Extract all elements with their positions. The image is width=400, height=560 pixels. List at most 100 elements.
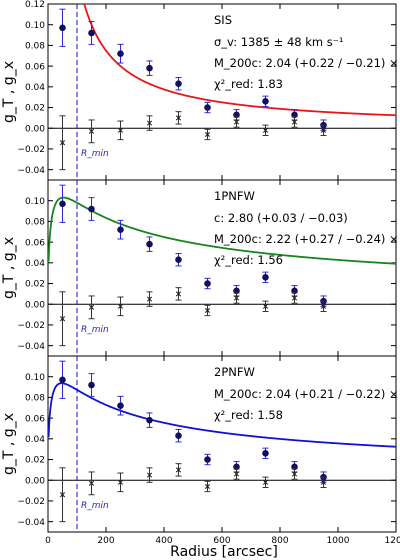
gt-point bbox=[59, 200, 66, 208]
x-tick-label: 1000 bbox=[327, 536, 350, 546]
gt-point bbox=[204, 104, 211, 111]
y-tick-label: 0.02 bbox=[25, 280, 45, 290]
gt-point bbox=[88, 205, 95, 213]
annotation-line: χ²_red: 1.58 bbox=[214, 408, 283, 422]
annotation-line: M_200c: 2.04 (+0.22 / −0.21) ×10¹⁵ h₇₀⁻¹… bbox=[214, 56, 400, 70]
gt-point bbox=[204, 280, 211, 287]
y-tick-label: −0.02 bbox=[17, 145, 45, 155]
gx-point bbox=[320, 127, 327, 133]
gt-point bbox=[204, 456, 211, 463]
y-tick-label: −0.02 bbox=[17, 497, 45, 507]
model-curve bbox=[83, 4, 396, 117]
rmin-label: R_min bbox=[81, 149, 109, 159]
y-axis-label: g_T , g_x bbox=[1, 61, 17, 123]
gx-point bbox=[88, 304, 95, 310]
gx-point bbox=[233, 119, 240, 125]
panels: −0.04 −0.02 0.00 0.02 0.04 0.06 0.08 0.10 0.12 R_… bbox=[1, 0, 400, 546]
panel-1pnfw: −0.04 −0.02 0.00 0.02 0.04 0.06 0.08 0.10 R_min 1… bbox=[1, 179, 400, 357]
annotation-line: χ²_red: 1.56 bbox=[214, 253, 283, 267]
gx-point bbox=[59, 492, 66, 498]
gx-point bbox=[175, 467, 182, 473]
gt-point bbox=[146, 416, 153, 424]
y-tick-label: −0.04 bbox=[17, 518, 45, 528]
y-tick-label: 0.10 bbox=[25, 373, 45, 383]
x-tick-label: 400 bbox=[155, 536, 172, 546]
gx-point bbox=[233, 471, 240, 477]
annotation-line: σ_v: 1385 ± 48 km s⁻¹ bbox=[214, 35, 343, 49]
gx-point bbox=[117, 303, 124, 309]
gt-point bbox=[146, 240, 153, 248]
panel-label: 2PNFW bbox=[214, 365, 255, 379]
gx-point bbox=[175, 115, 182, 121]
gt-point bbox=[117, 50, 124, 57]
y-tick-label: 0.02 bbox=[25, 456, 45, 466]
model-curve bbox=[48, 382, 396, 448]
gt-point bbox=[262, 450, 269, 457]
annotation-line: c: 2.80 (+0.03 / −0.03) bbox=[214, 211, 348, 225]
gt-point bbox=[117, 402, 124, 409]
x-axis-label: Radius [arcsec] bbox=[170, 544, 278, 560]
y-tick-label: 0.08 bbox=[25, 218, 45, 228]
y-tick-label: 0.00 bbox=[25, 476, 45, 486]
annotation-line: M_200c: 2.04 (+0.21 / −0.22) ×10¹⁵ h₇₀⁻¹… bbox=[214, 387, 400, 401]
rmin-label: R_min bbox=[81, 325, 109, 335]
gt-point bbox=[59, 24, 66, 32]
x-tick-label: 0 bbox=[45, 536, 51, 546]
gx-point bbox=[204, 307, 211, 314]
annotation-line: M_200c: 2.22 (+0.27 / −0.24) ×10¹⁵ h₇₀⁻¹… bbox=[214, 232, 400, 246]
y-tick-label: 0.06 bbox=[25, 238, 45, 248]
panel-2pnfw: −0.04 −0.02 0.00 0.02 0.04 0.06 0.08 0.10 0 200 40… bbox=[1, 355, 400, 546]
gx-point bbox=[146, 120, 153, 126]
y-tick-label: 0.04 bbox=[25, 83, 45, 93]
gt-point bbox=[146, 64, 153, 72]
panel-sis: −0.04 −0.02 0.00 0.02 0.04 0.06 0.08 0.10 0.12 R_… bbox=[1, 0, 400, 181]
rmin-label: R_min bbox=[81, 501, 109, 511]
y-tick-label: −0.02 bbox=[17, 321, 45, 331]
x-tick-label: 200 bbox=[97, 536, 114, 546]
y-tick-label: 0.02 bbox=[25, 104, 45, 114]
panel-label: 1PNFW bbox=[214, 189, 255, 203]
gt-point bbox=[59, 376, 66, 384]
y-tick-label: 0.08 bbox=[25, 394, 45, 404]
y-axis-label: g_T , g_x bbox=[1, 413, 17, 475]
y-tick-label: 0.06 bbox=[25, 62, 45, 72]
y-tick-label: 0.06 bbox=[25, 414, 45, 424]
gt-point bbox=[262, 98, 269, 105]
gt-point bbox=[88, 29, 95, 37]
y-tick-label: 0.04 bbox=[25, 259, 45, 269]
y-tick-label: 0.12 bbox=[25, 0, 45, 10]
y-tick-label: 0.10 bbox=[25, 21, 45, 31]
gx-point bbox=[233, 295, 240, 301]
y-axis-label: g_T , g_x bbox=[1, 237, 17, 299]
gx-point bbox=[262, 303, 269, 309]
x-tick-label: 600 bbox=[213, 536, 230, 546]
gx-point bbox=[320, 479, 327, 485]
y-tick-label: 0.10 bbox=[25, 197, 45, 207]
gx-point bbox=[59, 316, 66, 322]
gx-point bbox=[117, 479, 124, 485]
y-tick-label: 0.00 bbox=[25, 124, 45, 134]
model-curve bbox=[48, 196, 396, 265]
gx-point bbox=[146, 472, 153, 478]
x-tick-label: 1200 bbox=[385, 536, 400, 546]
gt-point bbox=[262, 274, 269, 281]
gx-point bbox=[88, 128, 95, 134]
y-tick-label: 0.08 bbox=[25, 42, 45, 52]
annotation-line: χ²_red: 1.83 bbox=[214, 77, 283, 91]
y-tick-label: 0.04 bbox=[25, 435, 45, 445]
gx-point bbox=[262, 127, 269, 133]
gx-point bbox=[320, 303, 327, 309]
gx-point bbox=[204, 483, 211, 490]
gx-point bbox=[291, 295, 298, 301]
y-tick-label: −0.04 bbox=[17, 342, 45, 352]
gx-point bbox=[204, 131, 211, 138]
gx-point bbox=[291, 119, 298, 125]
gx-point bbox=[291, 471, 298, 477]
gx-point bbox=[146, 296, 153, 302]
gt-point bbox=[175, 80, 182, 88]
y-tick-label: −0.04 bbox=[17, 166, 45, 176]
gx-point bbox=[262, 479, 269, 485]
gx-point bbox=[88, 480, 95, 486]
panel-label: SIS bbox=[214, 13, 232, 27]
